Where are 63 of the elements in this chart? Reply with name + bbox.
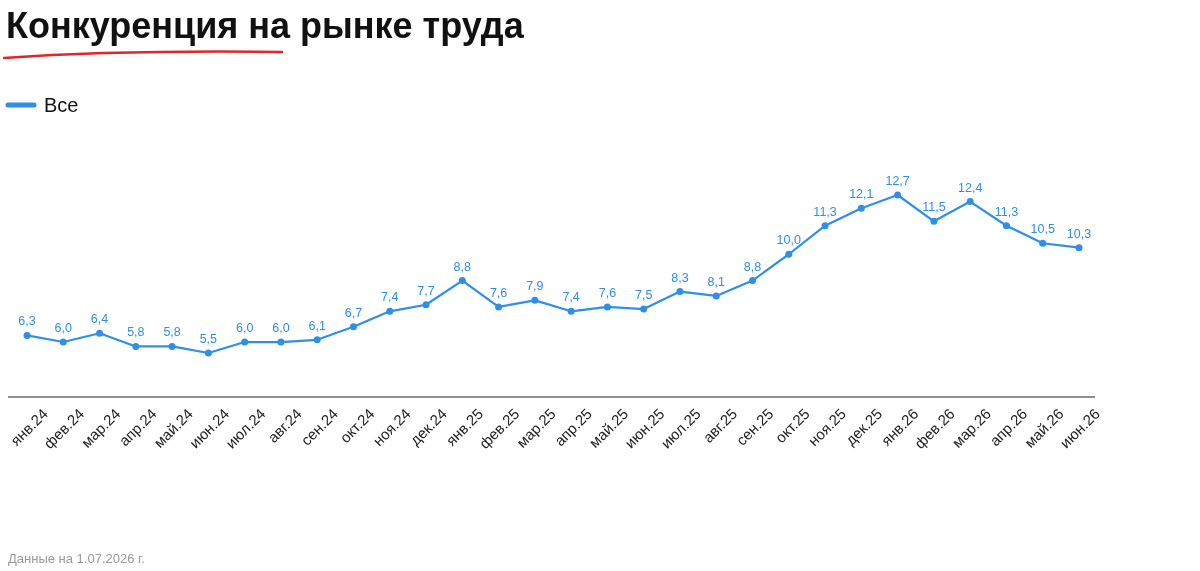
data-label: 11,3 <box>994 204 1019 219</box>
data-label: 7,6 <box>598 285 617 300</box>
point <box>495 303 503 311</box>
data-label: 5,8 <box>127 325 145 340</box>
data-label: 7,6 <box>489 285 508 300</box>
data-label: 7,5 <box>634 288 653 303</box>
point <box>277 338 285 346</box>
point <box>531 296 539 304</box>
point <box>567 307 575 315</box>
point <box>23 331 31 339</box>
point <box>241 338 249 346</box>
point <box>821 222 829 230</box>
data-label: 8,8 <box>743 259 762 274</box>
data-label: 6,4 <box>90 312 109 327</box>
point <box>749 277 757 285</box>
legend-label: Все <box>44 94 79 116</box>
point <box>59 338 67 346</box>
point <box>712 292 720 300</box>
data-label: 10,5 <box>1030 222 1055 237</box>
point <box>168 342 176 350</box>
data-label: 8,1 <box>707 274 725 289</box>
point <box>1039 239 1047 247</box>
data-label: 10,0 <box>776 233 801 248</box>
data-label: 6,0 <box>235 321 254 336</box>
point <box>930 217 938 225</box>
point <box>96 329 104 337</box>
text: Данные на 1.07.2026 г. <box>8 551 145 566</box>
point <box>1075 244 1083 252</box>
data-label: 8,3 <box>671 270 689 285</box>
data-label: 10,3 <box>1066 226 1092 241</box>
data-label: 7,9 <box>526 279 544 294</box>
point <box>1002 222 1010 230</box>
data-label: 12,4 <box>958 180 983 195</box>
data-label: 11,5 <box>922 200 946 215</box>
point <box>785 250 793 258</box>
point <box>132 342 140 350</box>
point <box>603 303 611 311</box>
data-label: 12,1 <box>849 187 874 202</box>
data-label: 6,1 <box>308 318 326 333</box>
point <box>676 288 684 296</box>
point <box>349 323 357 331</box>
point <box>458 277 466 285</box>
point <box>386 307 394 315</box>
point <box>894 191 902 199</box>
data-label: 6,7 <box>344 305 363 320</box>
point <box>857 204 865 212</box>
data-label: 11,3 <box>813 204 837 219</box>
chart-title: Конкуренция на рынке труда <box>6 5 525 46</box>
point <box>204 349 212 357</box>
point <box>422 301 430 309</box>
data-label: 7,4 <box>562 290 580 305</box>
point <box>313 336 321 344</box>
data-label: 6,0 <box>272 321 290 336</box>
data-label: 6,0 <box>54 321 73 336</box>
data-label: 7,7 <box>417 283 435 298</box>
data-label: 7,4 <box>381 290 399 305</box>
data-label: 8,8 <box>453 259 472 274</box>
data-label: 12,7 <box>885 174 910 188</box>
data-label: 5,8 <box>163 325 181 340</box>
point <box>966 198 974 206</box>
data-label: 5,5 <box>199 332 218 346</box>
point <box>640 305 648 313</box>
data-label: 6,3 <box>18 314 36 329</box>
